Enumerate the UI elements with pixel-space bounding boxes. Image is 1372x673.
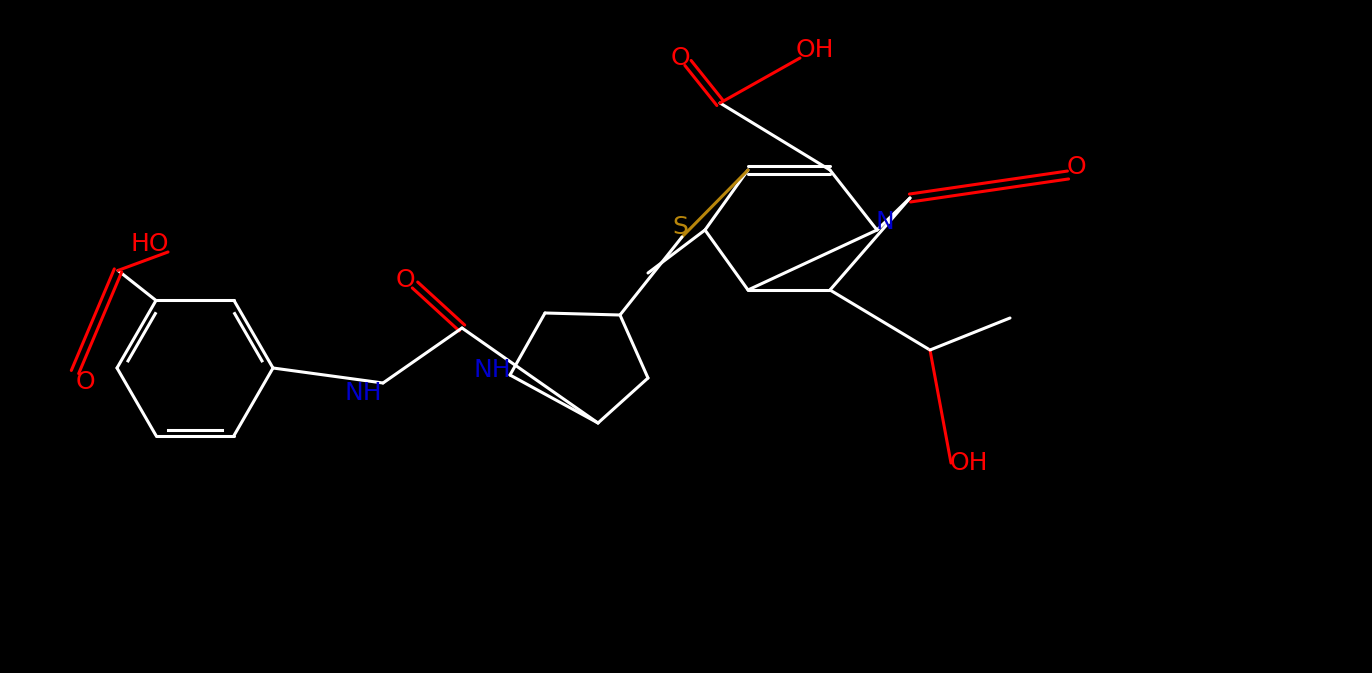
Text: O: O: [75, 370, 95, 394]
Text: HO: HO: [130, 232, 169, 256]
Text: NH: NH: [344, 381, 381, 405]
Text: NH: NH: [473, 358, 510, 382]
Text: O: O: [395, 268, 414, 292]
Text: O: O: [1066, 155, 1085, 179]
Text: N: N: [875, 210, 895, 234]
Text: S: S: [672, 215, 687, 239]
Text: OH: OH: [949, 451, 988, 475]
Text: OH: OH: [796, 38, 834, 62]
Text: O: O: [670, 46, 690, 70]
